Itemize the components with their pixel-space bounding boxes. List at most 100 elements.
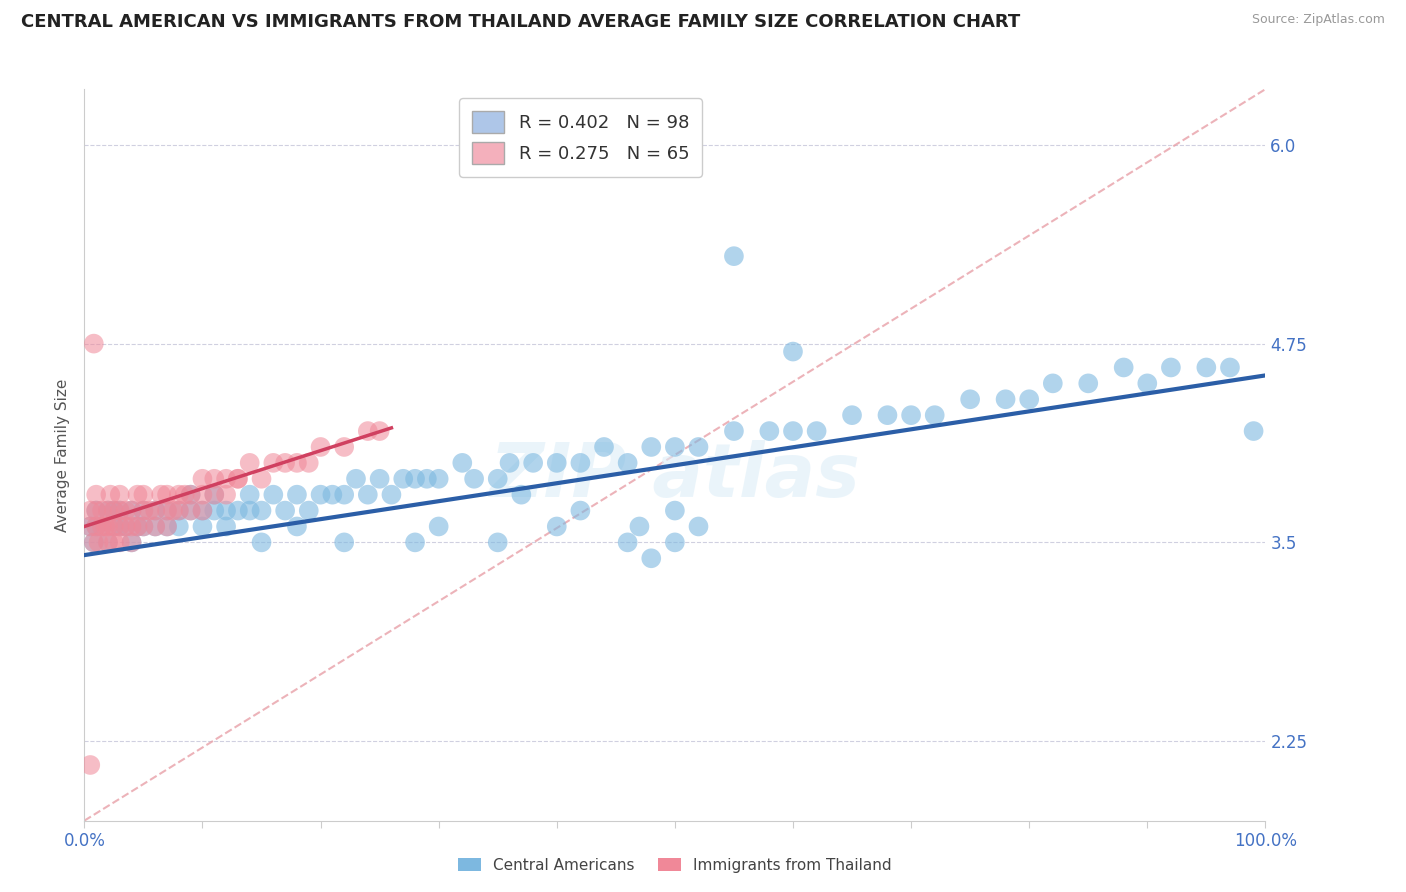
Point [427, 472, 450, 486]
Point [298, 456, 321, 470]
Point [569, 456, 592, 470]
Point [114, 503, 136, 517]
Point [79, 758, 101, 772]
Point [94, 519, 117, 533]
Point [285, 456, 308, 470]
Point [156, 503, 179, 517]
Point [132, 503, 155, 517]
Point [285, 488, 308, 502]
Point [156, 503, 179, 517]
Point [127, 519, 149, 533]
Point [298, 503, 321, 517]
Point [121, 535, 143, 549]
Y-axis label: Average Family Size: Average Family Size [55, 378, 70, 532]
Point [664, 535, 686, 549]
Point [486, 535, 509, 549]
Text: Source: ZipAtlas.com: Source: ZipAtlas.com [1251, 13, 1385, 27]
Point [498, 456, 520, 470]
Point [121, 519, 143, 533]
Point [202, 488, 225, 502]
Point [226, 472, 249, 486]
Point [1243, 424, 1265, 438]
Point [285, 519, 308, 533]
Point [143, 503, 166, 517]
Point [640, 440, 662, 454]
Point [215, 519, 238, 533]
Point [640, 551, 662, 566]
Point [84, 488, 107, 502]
Point [392, 472, 415, 486]
Point [97, 519, 120, 533]
Point [239, 456, 262, 470]
Point [994, 392, 1017, 407]
Point [333, 488, 356, 502]
Point [1136, 376, 1159, 391]
Point [191, 503, 214, 517]
Point [132, 488, 155, 502]
Point [143, 519, 166, 533]
Point [87, 535, 110, 549]
Point [143, 519, 166, 533]
Point [84, 503, 107, 517]
Point [900, 408, 922, 422]
Point [84, 503, 107, 517]
Point [628, 519, 651, 533]
Point [79, 503, 101, 517]
Point [108, 488, 131, 502]
Point [416, 472, 439, 486]
Point [114, 519, 136, 533]
Point [806, 424, 828, 438]
Point [191, 519, 214, 533]
Point [226, 472, 249, 486]
Point [723, 424, 745, 438]
Point [79, 519, 101, 533]
Point [239, 488, 262, 502]
Point [239, 503, 262, 517]
Point [274, 503, 297, 517]
Point [191, 472, 214, 486]
Point [202, 472, 225, 486]
Point [138, 503, 160, 517]
Point [103, 535, 125, 549]
Point [97, 503, 120, 517]
Point [191, 488, 214, 502]
Point [368, 424, 391, 438]
Point [91, 519, 114, 533]
Point [180, 503, 202, 517]
Point [486, 472, 509, 486]
Point [84, 519, 107, 533]
Point [108, 503, 131, 517]
Point [368, 472, 391, 486]
Point [97, 535, 120, 549]
Point [1018, 392, 1040, 407]
Point [180, 503, 202, 517]
Point [463, 472, 485, 486]
Point [226, 503, 249, 517]
Point [103, 519, 125, 533]
Point [404, 472, 426, 486]
Point [132, 519, 155, 533]
Point [103, 519, 125, 533]
Point [1195, 360, 1218, 375]
Point [344, 472, 367, 486]
Point [83, 336, 105, 351]
Point [1042, 376, 1064, 391]
Point [83, 535, 105, 549]
Point [180, 488, 202, 502]
Point [782, 344, 804, 359]
Point [546, 456, 568, 470]
Point [1112, 360, 1135, 375]
Point [98, 488, 121, 502]
Point [108, 503, 131, 517]
Text: CENTRAL AMERICAN VS IMMIGRANTS FROM THAILAND AVERAGE FAMILY SIZE CORRELATION CHA: CENTRAL AMERICAN VS IMMIGRANTS FROM THAI… [21, 13, 1021, 31]
Point [1219, 360, 1241, 375]
Legend: Central Americans, Immigrants from Thailand: Central Americans, Immigrants from Thail… [453, 852, 897, 879]
Point [333, 440, 356, 454]
Point [546, 519, 568, 533]
Point [924, 408, 946, 422]
Point [569, 503, 592, 517]
Point [127, 488, 149, 502]
Point [191, 503, 214, 517]
Point [167, 503, 190, 517]
Point [202, 488, 225, 502]
